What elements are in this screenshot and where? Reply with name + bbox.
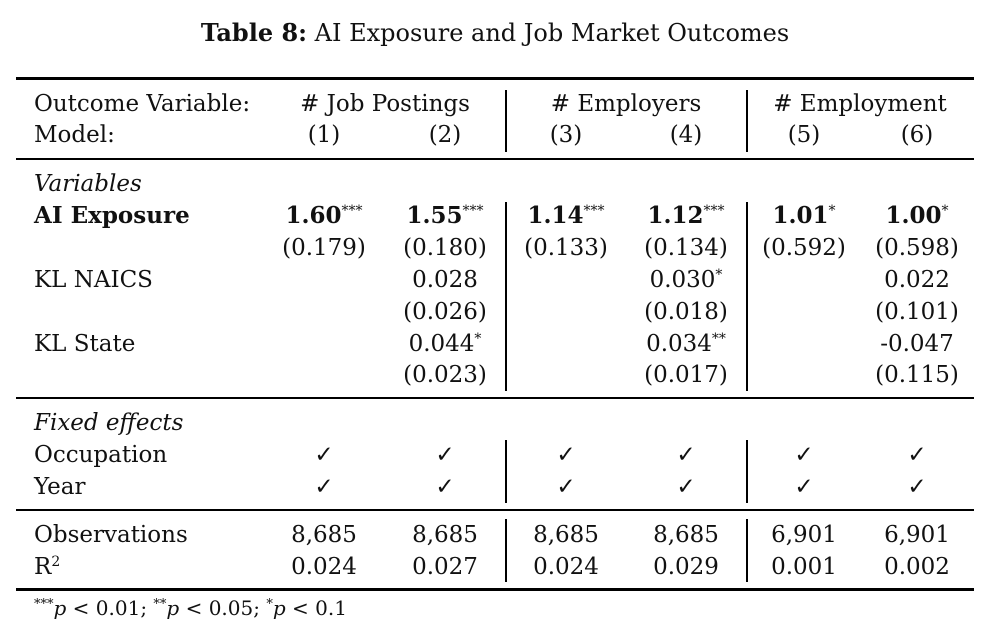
stat-cell: 0.024	[291, 554, 357, 580]
stat-cell: 6,901	[771, 522, 837, 548]
header-rule	[16, 158, 974, 160]
model-number: (3)	[549, 122, 583, 148]
table-caption-text: AI Exposure and Job Market Outcomes	[314, 19, 790, 47]
check-mark-icon: ✓	[556, 442, 576, 468]
variables-section-label: Variables	[34, 171, 142, 197]
variables-rule	[16, 397, 974, 399]
se-cell: (0.133)	[524, 235, 608, 261]
coef-cell: 0.028	[412, 267, 478, 293]
coef-cell: 1.00*	[885, 202, 949, 229]
check-mark-icon: ✓	[435, 474, 455, 500]
group-header-employers: # Employers	[550, 91, 702, 117]
model-number: (2)	[428, 122, 462, 148]
row-label-r-squared: R2	[34, 554, 61, 580]
row-label-observations: Observations	[34, 522, 188, 548]
check-mark-icon: ✓	[794, 474, 814, 500]
se-cell: (0.134)	[644, 235, 728, 261]
se-cell: (0.026)	[403, 299, 487, 325]
coef-cell: 1.12***	[647, 202, 725, 229]
fixed-effects-rule	[16, 509, 974, 511]
model-number: (4)	[669, 122, 703, 148]
check-mark-icon: ✓	[907, 474, 927, 500]
column-separator	[505, 202, 507, 391]
check-mark-icon: ✓	[314, 442, 334, 468]
stat-cell: 8,685	[533, 522, 599, 548]
check-mark-icon: ✓	[435, 442, 455, 468]
stat-cell: 0.002	[884, 554, 950, 580]
check-mark-icon: ✓	[794, 442, 814, 468]
row-label-ai-exposure: AI Exposure	[34, 202, 190, 229]
stat-cell: 0.001	[771, 554, 837, 580]
stat-cell: 6,901	[884, 522, 950, 548]
se-cell: (0.179)	[282, 235, 366, 261]
se-cell: (0.115)	[875, 362, 959, 388]
column-separator	[746, 202, 748, 391]
check-mark-icon: ✓	[556, 474, 576, 500]
stat-cell: 0.029	[653, 554, 719, 580]
coef-cell: -0.047	[880, 331, 954, 357]
stat-cell: 0.027	[412, 554, 478, 580]
se-cell: (0.180)	[403, 235, 487, 261]
column-separator	[746, 90, 748, 152]
column-separator	[505, 440, 507, 503]
outcome-variable-label: Outcome Variable:	[34, 91, 251, 117]
row-label-year: Year	[34, 474, 86, 500]
row-label-kl-naics: KL NAICS	[34, 267, 153, 293]
se-cell: (0.017)	[644, 362, 728, 388]
coef-cell: 0.022	[884, 267, 950, 293]
se-cell: (0.018)	[644, 299, 728, 325]
model-number: (6)	[900, 122, 934, 148]
check-mark-icon: ✓	[314, 474, 334, 500]
se-cell: (0.592)	[762, 235, 846, 261]
row-label-kl-state: KL State	[34, 331, 136, 357]
se-cell: (0.023)	[403, 362, 487, 388]
coef-cell: 0.034**	[646, 331, 726, 357]
coef-cell: 0.044*	[408, 331, 482, 357]
check-mark-icon: ✓	[907, 442, 927, 468]
significance-footnote: ***p < 0.01; **p < 0.05; *p < 0.1	[34, 596, 347, 620]
column-separator	[746, 440, 748, 503]
stat-cell: 8,685	[653, 522, 719, 548]
model-label: Model:	[34, 122, 115, 148]
column-separator	[505, 90, 507, 152]
group-header-employment: # Employment	[773, 91, 947, 117]
se-cell: (0.598)	[875, 235, 959, 261]
stat-cell: 8,685	[291, 522, 357, 548]
column-separator	[746, 519, 748, 582]
stat-cell: 0.024	[533, 554, 599, 580]
check-mark-icon: ✓	[676, 442, 696, 468]
table-caption: Table 8: AI Exposure and Job Market Outc…	[0, 18, 990, 47]
coef-cell: 1.14***	[527, 202, 605, 229]
check-mark-icon: ✓	[676, 474, 696, 500]
top-rule	[16, 77, 974, 80]
row-label-occupation: Occupation	[34, 442, 168, 468]
bottom-rule	[16, 588, 974, 591]
group-header-job-postings: # Job Postings	[300, 91, 470, 117]
coef-cell: 1.60***	[285, 202, 363, 229]
column-separator	[505, 519, 507, 582]
model-number: (1)	[307, 122, 341, 148]
model-number: (5)	[787, 122, 821, 148]
fixed-effects-section-label: Fixed effects	[34, 410, 184, 436]
stat-cell: 8,685	[412, 522, 478, 548]
coef-cell: 0.030*	[649, 267, 723, 293]
coef-cell: 1.55***	[406, 202, 484, 229]
coef-cell: 1.01*	[772, 202, 836, 229]
table-caption-label: Table 8:	[200, 18, 308, 47]
se-cell: (0.101)	[875, 299, 959, 325]
